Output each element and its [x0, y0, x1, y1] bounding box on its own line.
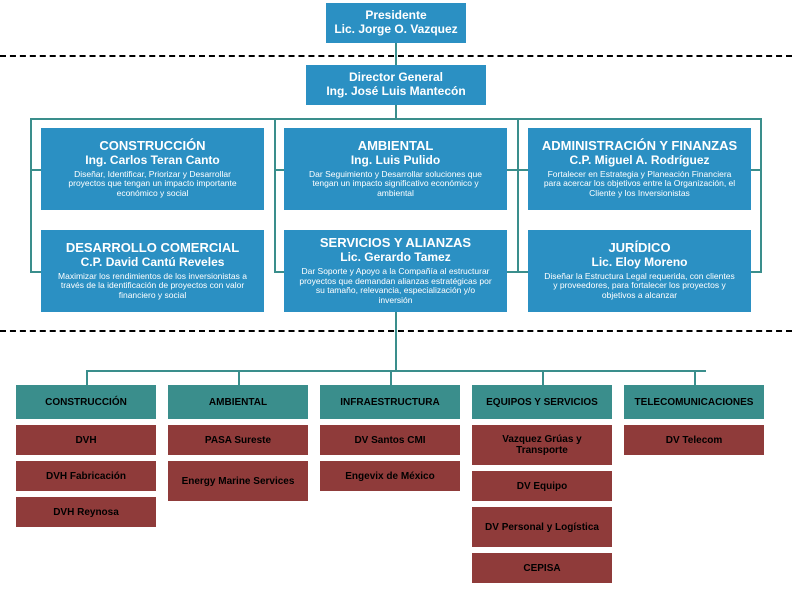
connector	[395, 105, 397, 118]
dept-desc: Diseñar, Identificar, Priorizar y Desarr…	[47, 170, 258, 199]
dept-desarrollo-comercial: DESARROLLO COMERCIAL C.P. David Cantú Re…	[41, 230, 264, 312]
company-item: DV Telecom	[624, 425, 764, 455]
connector	[542, 370, 544, 385]
category-header: TELECOMUNICACIONES	[624, 385, 764, 419]
dept-name: C.P. David Cantú Reveles	[81, 256, 225, 270]
dept-ambiental: AMBIENTAL Ing. Luis Pulido Dar Seguimien…	[284, 128, 507, 210]
company-item: Energy Marine Services	[168, 461, 308, 501]
connector	[274, 118, 276, 171]
connector	[507, 271, 528, 273]
col-infraestructura: INFRAESTRUCTURA DV Santos CMI Engevix de…	[320, 385, 460, 491]
company-item: Engevix de México	[320, 461, 460, 491]
dept-desc: Dar Soporte y Apoyo a la Compañía al est…	[290, 267, 501, 306]
dept-construccion: CONSTRUCCIÓN Ing. Carlos Teran Canto Dis…	[41, 128, 264, 210]
dept-desc: Dar Seguimiento y Desarrollar soluciones…	[290, 170, 501, 199]
connector	[760, 169, 762, 271]
dept-title: AMBIENTAL	[358, 139, 434, 154]
dept-title: ADMINISTRACIÓN Y FINANZAS	[542, 139, 737, 154]
connector	[86, 370, 706, 372]
col-equipos-servicios: EQUIPOS Y SERVICIOS Vazquez Grúas y Tran…	[472, 385, 612, 583]
connector	[760, 118, 762, 171]
connector	[274, 169, 276, 271]
dept-title: SERVICIOS Y ALIANZAS	[320, 236, 471, 251]
dg-name: Ing. José Luis Mantecón	[326, 85, 465, 99]
connector	[30, 118, 32, 171]
president-box: Presidente Lic. Jorge O. Vazquez	[326, 3, 466, 43]
dept-name: C.P. Miguel A. Rodríguez	[569, 154, 709, 168]
category-header: CONSTRUCCIÓN	[16, 385, 156, 419]
dept-name: Lic. Eloy Moreno	[591, 256, 687, 270]
company-item: DVH Reynosa	[16, 497, 156, 527]
dg-title: Director General	[349, 71, 443, 85]
company-item: DV Personal y Logística	[472, 507, 612, 547]
col-construccion: CONSTRUCCIÓN DVH DVH Fabricación DVH Rey…	[16, 385, 156, 527]
connector	[395, 43, 397, 65]
company-item: DVH	[16, 425, 156, 455]
company-item: DVH Fabricación	[16, 461, 156, 491]
dept-desc: Fortalecer en Estrategia y Planeación Fi…	[534, 170, 745, 199]
dept-title: JURÍDICO	[608, 241, 670, 256]
connector	[694, 370, 696, 385]
company-item: CEPISA	[472, 553, 612, 583]
connector	[30, 271, 41, 273]
director-general-box: Director General Ing. José Luis Mantecón	[306, 65, 486, 105]
dept-title: CONSTRUCCIÓN	[99, 139, 205, 154]
category-header: AMBIENTAL	[168, 385, 308, 419]
dept-juridico: JURÍDICO Lic. Eloy Moreno Diseñar la Est…	[528, 230, 751, 312]
dept-name: Ing. Luis Pulido	[351, 154, 440, 168]
category-header: INFRAESTRUCTURA	[320, 385, 460, 419]
dept-name: Lic. Gerardo Tamez	[340, 251, 450, 265]
connector	[238, 370, 240, 385]
dept-servicios-alianzas: SERVICIOS Y ALIANZAS Lic. Gerardo Tamez …	[284, 230, 507, 312]
connector	[517, 118, 519, 171]
connector	[751, 271, 762, 273]
connector	[395, 312, 397, 370]
dept-desc: Diseñar la Estructura Legal requerida, c…	[534, 272, 745, 301]
connector	[517, 169, 519, 271]
connector	[390, 370, 392, 385]
president-name: Lic. Jorge O. Vazquez	[334, 23, 457, 37]
connector	[274, 271, 284, 273]
company-item: DV Equipo	[472, 471, 612, 501]
dept-name: Ing. Carlos Teran Canto	[85, 154, 219, 168]
dept-title: DESARROLLO COMERCIAL	[66, 241, 239, 256]
company-item: Vazquez Grúas y Transporte	[472, 425, 612, 465]
connector	[30, 169, 32, 271]
col-ambiental: AMBIENTAL PASA Sureste Energy Marine Ser…	[168, 385, 308, 501]
col-telecomunicaciones: TELECOMUNICACIONES DV Telecom	[624, 385, 764, 455]
dept-admin-finanzas: ADMINISTRACIÓN Y FINANZAS C.P. Miguel A.…	[528, 128, 751, 210]
company-item: DV Santos CMI	[320, 425, 460, 455]
president-title: Presidente	[365, 9, 426, 23]
connector	[86, 370, 88, 385]
connector	[30, 118, 762, 120]
company-item: PASA Sureste	[168, 425, 308, 455]
dept-desc: Maximizar los rendimientos de los invers…	[47, 272, 258, 301]
category-header: EQUIPOS Y SERVICIOS	[472, 385, 612, 419]
